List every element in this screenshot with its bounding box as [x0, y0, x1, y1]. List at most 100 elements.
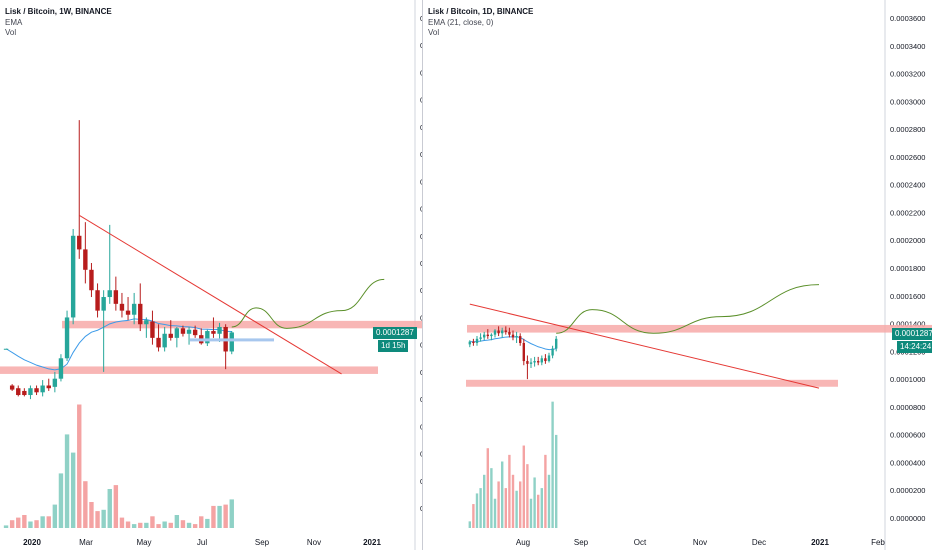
left-volume-bar: [46, 516, 51, 528]
right-price-badge: 0.0001287: [892, 328, 932, 340]
right-volume-bar: [475, 493, 479, 528]
right-volume-bar: [515, 490, 518, 528]
right-volume-bar: [472, 504, 475, 528]
right-volume-bar: [490, 468, 493, 528]
right-candle-body: [501, 330, 504, 334]
left-candle-body: [64, 317, 70, 359]
right-trendline: [469, 303, 820, 389]
right-projection-curve: [556, 284, 820, 334]
left-y-tick-label: 0.0000000: [420, 504, 422, 513]
right-y-tick-label: 0.0000800: [890, 403, 925, 412]
right-y-tick-label: 0.0000000: [890, 514, 925, 523]
right-y-tick-label: 0.0001600: [890, 292, 925, 301]
right-resistance-zone: [467, 324, 932, 333]
left-y-tick-label: 0.0002400: [420, 177, 422, 186]
left-support-zone: [0, 366, 378, 374]
right-y-tick-label: 0.0000200: [890, 486, 925, 495]
left-x-tick-label: Nov: [307, 538, 321, 547]
left-y-tick-label: 0.0002000: [420, 232, 422, 241]
right-y-tick-label: 0.0003200: [890, 70, 925, 79]
right-candle-body: [533, 361, 536, 363]
right-x-tick-label: Nov: [693, 538, 707, 547]
left-projection-curve: [231, 278, 385, 329]
left-volume-bar: [174, 515, 180, 528]
left-chart-pane[interactable]: 0.0003600 0.0003400 0.0003200 0.0003000 0.00…: [0, 0, 422, 550]
left-legend-title: Lisk / Bitcoin, 1W, BINANCE: [5, 7, 112, 16]
left-volume-bar: [162, 521, 167, 528]
left-volume-bar: [16, 517, 21, 528]
left-volume-bar: [199, 516, 204, 528]
right-y-tick-label: 0.0002000: [890, 236, 925, 245]
left-volume-bar: [113, 485, 119, 528]
left-candle-body: [28, 388, 33, 396]
left-price-badge: 0.0001287: [373, 327, 417, 339]
pane-divider[interactable]: [422, 0, 423, 550]
left-candle-body: [119, 303, 125, 311]
right-x-tick-label: Oct: [634, 538, 647, 547]
left-y-tick-label: 0.0000800: [420, 395, 422, 404]
left-volume-bar: [40, 516, 45, 528]
left-x-tick-label: Mar: [79, 538, 93, 547]
left-legend-vol: Vol: [5, 28, 17, 37]
left-candle-body: [3, 348, 9, 350]
left-volume-bar: [217, 505, 222, 528]
left-candle-body: [217, 326, 222, 334]
left-volume-bar: [101, 509, 106, 528]
left-candle-body: [138, 303, 143, 325]
left-volume-bar: [211, 505, 216, 528]
left-volume-bar: [138, 522, 143, 528]
right-candle-body: [486, 334, 489, 337]
left-candle-body: [125, 310, 131, 315]
right-candle-body: [483, 334, 486, 338]
right-volume-bar: [504, 488, 507, 528]
right-legend: Lisk / Bitcoin, 1D, BINANCE EMA (21, clo…: [428, 7, 533, 39]
left-candle-body: [89, 269, 94, 291]
left-candle-body: [174, 328, 180, 338]
left-y-tick-label: 0.0001200: [420, 341, 422, 350]
right-candle-body: [522, 343, 525, 362]
left-candle-body: [229, 332, 234, 352]
right-candle-body: [526, 361, 529, 364]
left-x-tick-label: 2020: [23, 538, 41, 547]
left-candle-body: [52, 378, 58, 387]
left-volume-bar: [9, 520, 15, 528]
left-candle-body: [77, 235, 82, 250]
left-volume-bar: [205, 518, 210, 528]
left-y-tick-label: 0.0003400: [420, 41, 422, 50]
left-y-tick-label: 0.0002800: [420, 123, 422, 132]
left-candle-body: [70, 235, 76, 318]
left-volume-bar: [52, 504, 58, 528]
left-volume-bar: [58, 473, 64, 528]
right-legend-title: Lisk / Bitcoin, 1D, BINANCE: [428, 7, 534, 16]
right-volume-bar: [479, 488, 482, 528]
right-candle-body: [519, 336, 522, 343]
left-candle-body: [22, 390, 27, 396]
left-ema-line: [5, 318, 232, 371]
right-x-tick-label: Aug: [516, 538, 530, 547]
left-chart-svg[interactable]: 0.0003600 0.0003400 0.0003200 0.0003000 0.00…: [0, 0, 422, 550]
left-candle-body: [156, 337, 161, 348]
right-candle-body: [475, 338, 479, 343]
left-volume-bar: [180, 520, 186, 528]
left-candle-body: [162, 333, 167, 348]
right-chart-svg[interactable]: 0.0003600 0.0003400 0.0003200 0.0003000 0.00…: [423, 0, 932, 550]
left-candle-body: [180, 328, 186, 334]
left-candle-body: [16, 388, 21, 396]
left-candle-body: [150, 321, 155, 338]
left-candle-body: [168, 333, 173, 338]
left-y-tick-label: 0.0001600: [420, 286, 422, 295]
left-candle-body: [46, 385, 51, 389]
right-chart-pane[interactable]: 0.0003600 0.0003400 0.0003200 0.0003000 0.00…: [423, 0, 932, 550]
right-volume-bar: [522, 445, 525, 528]
left-volume-bar: [64, 434, 70, 528]
right-volume-bar: [537, 494, 540, 528]
left-candle-body: [40, 385, 45, 393]
right-candle-body: [529, 362, 533, 364]
left-volume-bar: [223, 504, 228, 528]
left-candle-body: [131, 303, 137, 315]
right-volume-bar: [486, 448, 489, 528]
right-candle-body: [504, 330, 507, 332]
left-x-tick-label: May: [136, 538, 151, 547]
right-legend-vol: Vol: [428, 28, 440, 37]
right-volume-bar: [508, 454, 511, 528]
